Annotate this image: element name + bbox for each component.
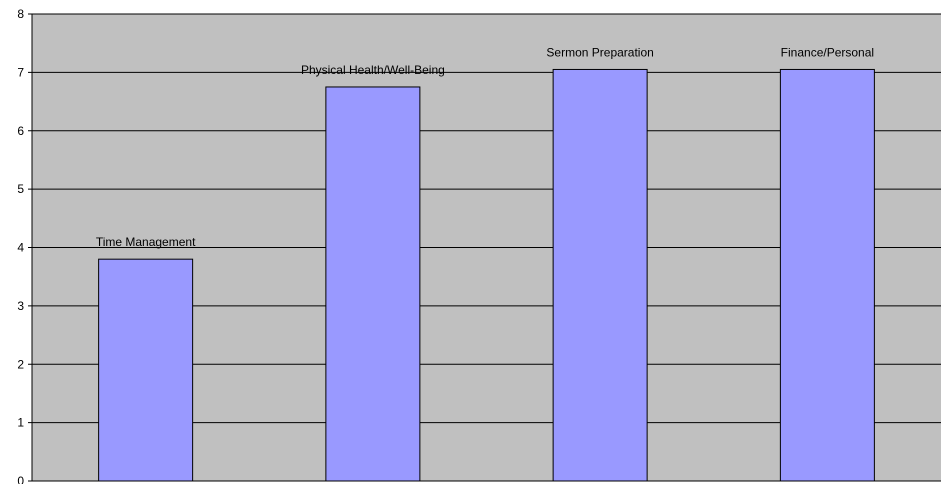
- y-tick-label: 6: [17, 124, 24, 138]
- data-labels: Time Management Physical Health/Well-Bein…: [96, 45, 874, 249]
- bar-data-label: Finance/Personal: [781, 45, 874, 59]
- bar-data-label: Time Management: [96, 235, 196, 249]
- y-tick-label: 8: [17, 7, 24, 21]
- y-tick-label: 0: [17, 474, 24, 484]
- y-axis-tick-labels: 0 1 2 3 4 5 6 7 8: [17, 7, 32, 484]
- y-tick-label: 2: [17, 357, 24, 371]
- bar: [325, 86, 421, 482]
- y-tick-label: 5: [17, 182, 24, 196]
- bar-data-label: Sermon Preparation: [546, 45, 653, 59]
- bars: [98, 68, 875, 482]
- bar: [98, 258, 194, 482]
- y-tick-label: 3: [17, 299, 24, 313]
- bar-data-label: Physical Health/Well-Being: [301, 63, 445, 77]
- y-tick-label: 1: [17, 416, 24, 430]
- y-tick-label: 4: [17, 241, 24, 255]
- bar: [552, 68, 648, 482]
- bar: [779, 68, 875, 482]
- y-tick-label: 7: [17, 65, 24, 79]
